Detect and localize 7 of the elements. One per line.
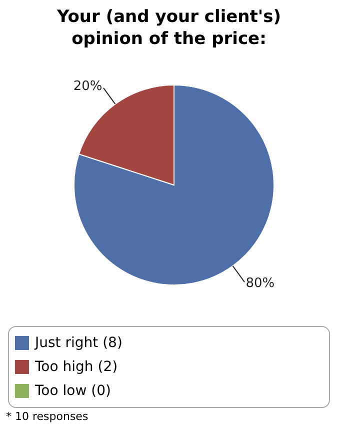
data-label: 20%: [73, 78, 102, 94]
data-label: 80%: [246, 276, 275, 292]
legend-label: Too high (2): [35, 359, 118, 375]
text: * 10 responses: [6, 410, 90, 423]
legend-label: Just right (8): [35, 335, 122, 351]
legend-label: Too low (0): [35, 383, 111, 399]
chart-title: Your (and your client's) opinion of the price:: [56, 6, 282, 50]
